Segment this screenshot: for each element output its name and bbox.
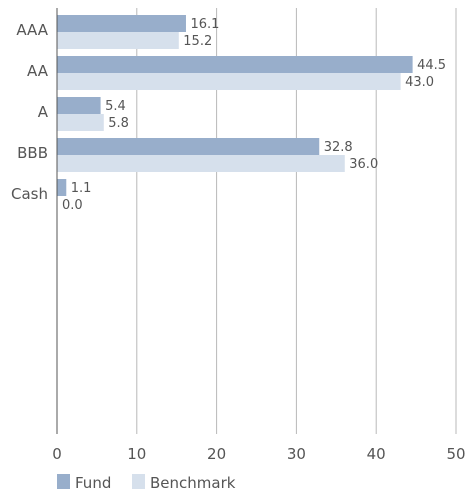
legend-swatch-fund [57, 474, 70, 489]
bar-fund-aaa [57, 15, 186, 32]
bar-fund-bbb [57, 138, 320, 155]
legend-label-benchmark: Benchmark [150, 474, 236, 492]
bar-fund-cash [57, 179, 67, 196]
category-label: AA [27, 62, 49, 80]
x-tick-label: 20 [207, 445, 226, 463]
category-label: A [38, 103, 49, 121]
data-label: 32.8 [324, 140, 353, 155]
x-tick-label: 0 [52, 445, 62, 463]
data-label: 1.1 [71, 181, 92, 196]
bar-benchmark-aaa [57, 32, 179, 49]
x-tick-label: 50 [446, 445, 465, 463]
data-label: 15.2 [183, 34, 212, 49]
bar-benchmark-aa [57, 73, 401, 90]
data-label: 5.8 [108, 116, 129, 131]
data-label: 43.0 [405, 75, 434, 90]
bar-fund-a [57, 97, 101, 114]
x-tick-label: 40 [367, 445, 386, 463]
x-tick-label: 10 [127, 445, 146, 463]
category-label: AAA [16, 21, 48, 39]
data-label: 44.5 [417, 58, 446, 73]
x-tick-label: 30 [287, 445, 306, 463]
category-label: BBB [17, 144, 48, 162]
data-label: 0.0 [62, 198, 83, 213]
legend-label-fund: Fund [75, 474, 111, 492]
data-label: 5.4 [105, 99, 126, 114]
data-label: 16.1 [190, 17, 219, 32]
legend-swatch-benchmark [132, 474, 145, 489]
bar-benchmark-a [57, 114, 104, 131]
bar-benchmark-bbb [57, 155, 345, 172]
bar-fund-aa [57, 56, 413, 73]
data-label: 36.0 [349, 157, 378, 172]
category-label: Cash [11, 185, 48, 203]
